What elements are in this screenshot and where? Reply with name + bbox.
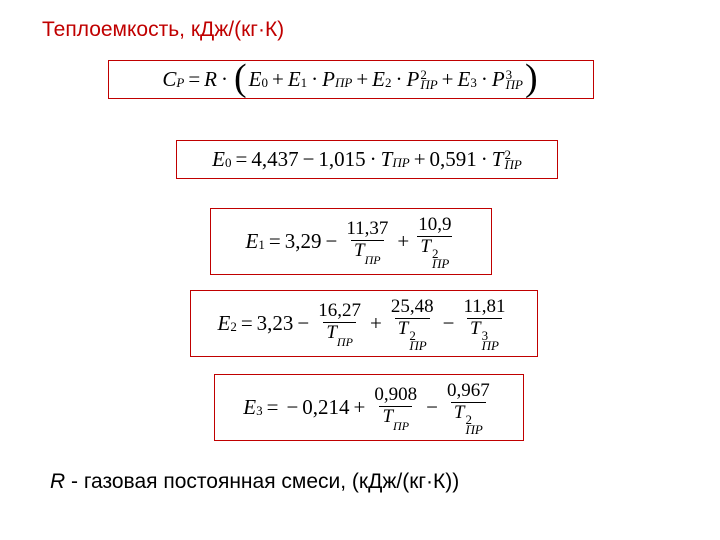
equation-e1-box: E1 = 3,29 − 11,37TПР + 10,9T2ПР bbox=[210, 208, 492, 275]
equation-e2-box: E2 = 3,23 − 16,27TПР + 25,48T2ПР − 11,81… bbox=[190, 290, 538, 357]
page-title: Теплоемкость, кДж/(кг·К) bbox=[42, 18, 284, 42]
footer-note: R - газовая постоянная смеси, (кДж/(кг·К… bbox=[50, 470, 459, 494]
equation-e1: E1 = 3,29 − 11,37TПР + 10,9T2ПР bbox=[246, 215, 457, 268]
equation-e2: E2 = 3,23 − 16,27TПР + 25,48T2ПР − 11,81… bbox=[218, 297, 511, 350]
footer-text: - газовая постоянная смеси, (кДж/(кг·К)) bbox=[65, 470, 459, 493]
equation-e0-box: E0 = 4,437 − 1,015·TПР + 0,591·T2ПР bbox=[176, 140, 558, 179]
equation-e3: E3 = −0,214 + 0,908TПР − 0,967T2ПР bbox=[243, 381, 494, 434]
equation-e0: E0 = 4,437 − 1,015·TПР + 0,591·T2ПР bbox=[212, 147, 522, 172]
equation-cp-box: CP = R· ( E0 + E1·PПР + E2·P2ПР + E3·P3П… bbox=[108, 60, 594, 99]
equation-e3-box: E3 = −0,214 + 0,908TПР − 0,967T2ПР bbox=[214, 374, 524, 441]
footer-var: R bbox=[50, 470, 65, 493]
equation-cp: CP = R· ( E0 + E1·PПР + E2·P2ПР + E3·P3П… bbox=[162, 67, 539, 92]
